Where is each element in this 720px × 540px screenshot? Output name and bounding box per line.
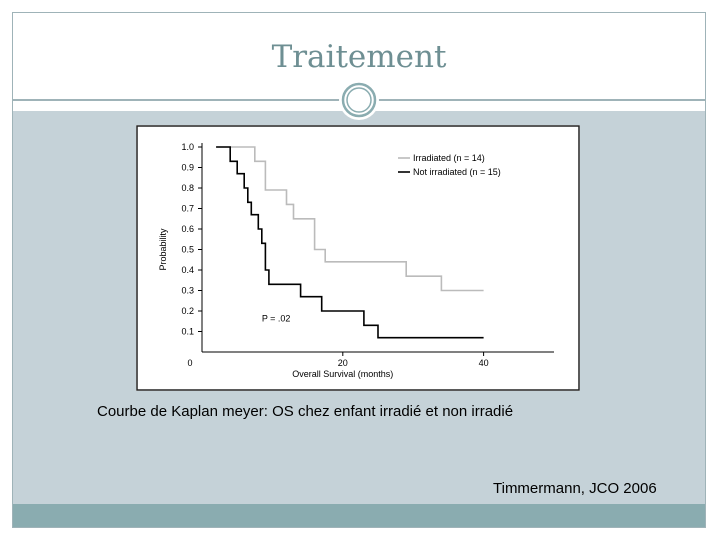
x-tick-label: 40 [479,358,489,368]
x-tick-label: 20 [338,358,348,368]
y-tick-label: 0.5 [181,245,194,255]
y-tick-label: 0.3 [181,286,194,296]
chart-figure: 1.0 0.9 0.8 0.7 0.6 0.5 0.4 0.3 0.2 0.1 0 20 40 Irra… [136,125,580,391]
legend-label: Not irradiated (n = 15) [413,167,501,177]
y-tick-label: 0.2 [181,306,194,316]
figure-caption: Courbe de Kaplan meyer: OS chez enfant i… [97,403,514,420]
series-line-irradiated [216,146,484,292]
y-tick-label: 0.1 [181,327,194,337]
series-line-not-irradiated [216,146,484,339]
slide-title: Traitement [271,39,447,75]
citation: Timmermann, JCO 2006 [493,480,657,497]
bottom-bar [13,504,705,527]
y-tick-label: 0.4 [181,265,194,275]
x-tick-label: 0 [187,358,192,368]
kaplan-meier-chart: 1.0 0.9 0.8 0.7 0.6 0.5 0.4 0.3 0.2 0.1 0 20 40 Irra… [136,125,580,391]
y-tick-label: 1.0 [181,142,194,152]
chart-frame [136,125,580,391]
legend-label: Irradiated (n = 14) [413,153,485,163]
slide: Traitement 1.0 0.9 0.8 0.7 0.6 0.5 0.4 0.3 0.2 0.… [12,12,706,528]
circle-ornament-icon [339,80,379,120]
y-tick-label: 0.6 [181,224,194,234]
y-tick-label: 0.7 [181,204,194,214]
y-tick-label: 0.9 [181,163,194,173]
p-value-annotation: P = .02 [262,313,291,323]
y-axis-label: Probability [158,228,168,271]
x-axis-label: Overall Survival (months) [292,369,393,379]
y-tick-label: 0.8 [181,183,194,193]
